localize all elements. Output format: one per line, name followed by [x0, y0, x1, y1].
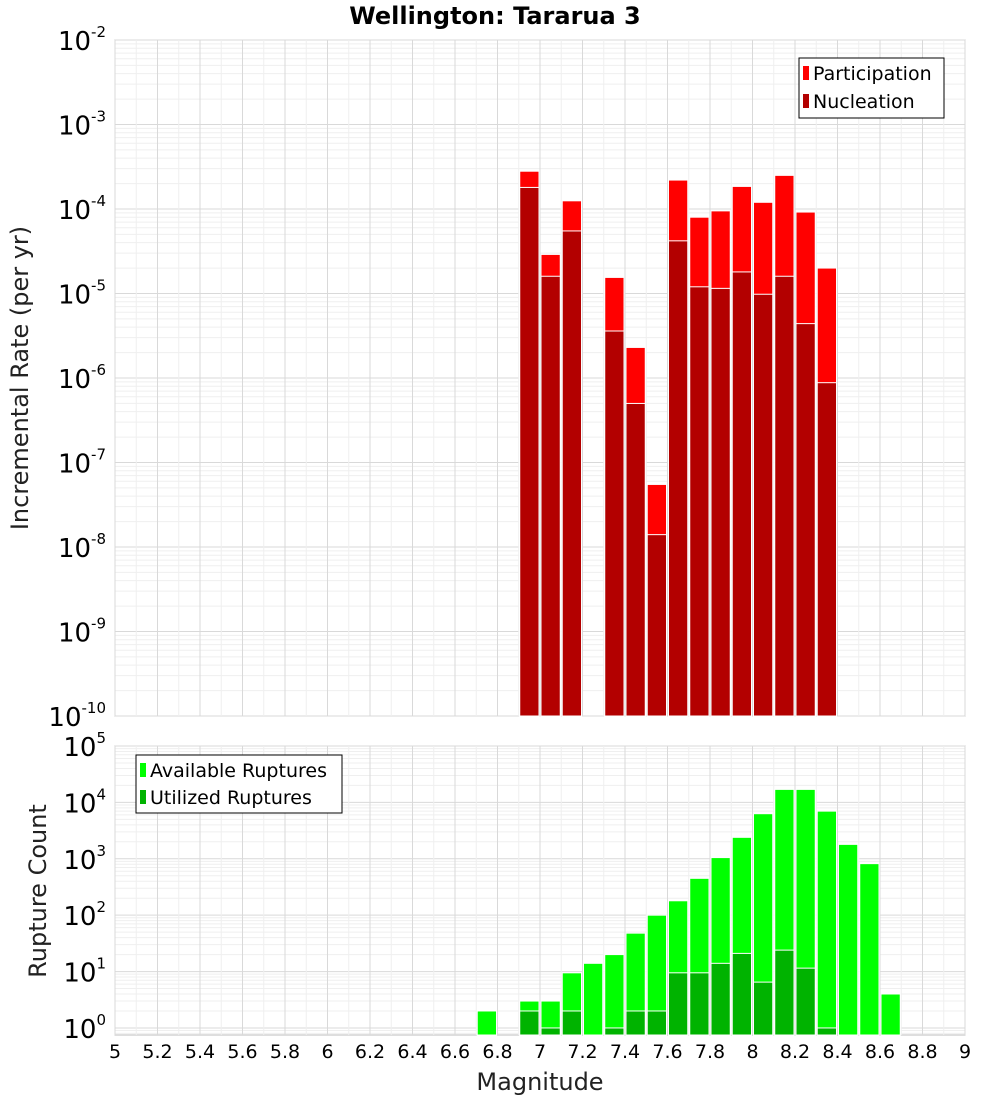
bottom-y-tick-label: 103	[63, 842, 106, 876]
bottom-y-tick-label: 104	[63, 785, 106, 819]
x-tick-label: 6.6	[440, 1041, 470, 1063]
x-tick-label: 6.4	[397, 1041, 427, 1063]
top-bar-series2	[561, 230, 582, 717]
x-tick-label: 8.2	[780, 1041, 810, 1063]
top-bar-series2	[710, 287, 731, 717]
bottom-bar-series2	[604, 1027, 625, 1036]
top-bar-series2	[625, 402, 646, 717]
top-legend: Participation Nucleation	[798, 57, 945, 119]
bottom-bar-series2	[625, 1010, 646, 1036]
nucleation-legend-swatch	[803, 94, 809, 108]
top-bar-series2	[689, 286, 710, 717]
bottom-bar-series2	[816, 1027, 837, 1036]
top-y-ticks: 10-2 10-3 10-4 10-5 10-6 10-7 10-8 10-9 10-10	[48, 23, 106, 733]
top-bar-series2	[604, 330, 625, 717]
utilized-legend-swatch	[140, 790, 146, 804]
top-y-tick-label: 10-2	[58, 23, 106, 57]
participation-legend-swatch	[803, 66, 809, 80]
top-bar-series2	[668, 240, 689, 717]
x-tick-label: 9	[959, 1041, 971, 1063]
x-axis-ticks: 5 5.2 5.4 5.6 5.8 6 6.2 6.4 6.6 6.8 7 7.2 7.4 7.6 7.8 8…	[109, 1041, 971, 1063]
top-bar-series2	[646, 534, 667, 717]
bottom-bar-series2	[561, 1010, 582, 1036]
bottom-bar-series2	[710, 962, 731, 1036]
top-bar-series2	[753, 293, 774, 717]
top-bar-series2	[774, 275, 795, 717]
bottom-bar-series1	[859, 863, 880, 1036]
x-tick-label: 5.2	[142, 1041, 172, 1063]
top-bar-series2	[731, 271, 752, 717]
utilized-legend-label: Utilized Ruptures	[150, 787, 312, 809]
top-bar-series2	[540, 275, 561, 717]
x-axis-label: Magnitude	[476, 1068, 603, 1096]
bottom-bar-series1	[604, 954, 625, 1036]
bottom-bar-series2	[689, 972, 710, 1036]
x-tick-label: 7	[534, 1041, 546, 1063]
x-tick-label: 7.2	[567, 1041, 597, 1063]
x-tick-label: 5.8	[270, 1041, 300, 1063]
top-bar-series2	[519, 186, 540, 717]
top-y-tick-label: 10-6	[58, 361, 106, 395]
x-tick-label: 8.8	[907, 1041, 937, 1063]
x-tick-label: 7.4	[610, 1041, 640, 1063]
x-tick-label: 6.8	[482, 1041, 512, 1063]
bottom-y-tick-label: 100	[63, 1011, 106, 1045]
x-tick-label: 7.8	[695, 1041, 725, 1063]
bottom-bar-series1	[880, 993, 901, 1036]
chart-title: Wellington: Tararua 3	[349, 2, 641, 30]
participation-nucleation-panel: 10-2 10-3 10-4 10-5 10-6 10-7 10-8 10-9 10-10 In…	[6, 23, 966, 733]
x-tick-label: 6.2	[355, 1041, 385, 1063]
x-tick-label: 8	[746, 1041, 758, 1063]
x-tick-label: 5	[109, 1041, 121, 1063]
bottom-y-axis-label: Rupture Count	[24, 804, 52, 978]
bottom-bar-series1	[816, 810, 837, 1036]
top-y-tick-label: 10-8	[58, 530, 106, 564]
bottom-bar-series2	[753, 981, 774, 1036]
bottom-y-tick-label: 105	[63, 729, 106, 763]
bottom-bar-series2	[774, 949, 795, 1036]
top-y-axis-label: Incremental Rate (per yr)	[6, 226, 34, 530]
x-tick-label: 5.6	[227, 1041, 257, 1063]
top-y-tick-label: 10-3	[58, 108, 106, 142]
top-legend-box	[798, 57, 945, 119]
top-y-tick-label: 10-10	[48, 699, 106, 733]
bottom-legend: Available Ruptures Utilized Ruptures	[135, 754, 343, 814]
bottom-bar-series2	[731, 952, 752, 1036]
participation-legend-label: Participation	[813, 63, 932, 85]
bottom-legend-box	[135, 754, 343, 814]
top-y-tick-label: 10-7	[58, 446, 106, 480]
top-bar-series2	[816, 382, 837, 717]
top-grid	[114, 39, 966, 717]
bottom-bar-series2	[540, 1027, 561, 1036]
x-tick-label: 6	[321, 1041, 333, 1063]
bottom-bar-series1	[476, 1010, 497, 1036]
bottom-y-tick-label: 101	[63, 955, 106, 989]
bottom-bars	[476, 788, 901, 1036]
top-y-tick-label: 10-9	[58, 615, 106, 649]
top-bars	[519, 170, 837, 717]
x-tick-label: 7.6	[652, 1041, 682, 1063]
bottom-bar-series2	[668, 972, 689, 1036]
bottom-y-ticks: 105 104 103 102 101 100	[63, 729, 106, 1045]
nucleation-legend-label: Nucleation	[813, 91, 915, 113]
bottom-bar-series1	[583, 962, 604, 1036]
top-bar-series2	[795, 323, 816, 717]
x-tick-label: 8.4	[822, 1041, 852, 1063]
available-legend-label: Available Ruptures	[150, 760, 327, 782]
x-tick-label: 5.4	[185, 1041, 215, 1063]
top-y-tick-label: 10-5	[58, 277, 106, 311]
top-y-tick-label: 10-4	[58, 192, 106, 226]
available-legend-swatch	[140, 763, 146, 777]
bottom-y-tick-label: 102	[63, 898, 106, 932]
x-tick-label: 8.6	[865, 1041, 895, 1063]
bottom-bar-series1	[838, 843, 859, 1036]
rupture-count-panel: 105 104 103 102 101 100 Rupture Count Availab…	[24, 729, 971, 1096]
bottom-bar-series2	[646, 1010, 667, 1036]
bottom-bar-series2	[519, 1010, 540, 1036]
bottom-bar-series2	[795, 967, 816, 1036]
